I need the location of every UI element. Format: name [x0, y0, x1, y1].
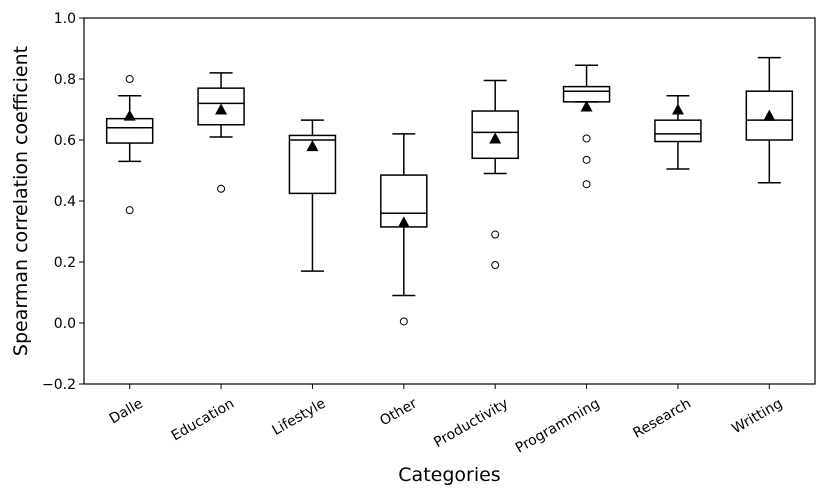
outlier-point — [582, 155, 591, 164]
box-series — [105, 56, 794, 326]
mean-marker — [215, 103, 228, 115]
x-tick-label: Writting — [729, 396, 785, 438]
mean-marker — [671, 103, 684, 115]
mean-marker — [397, 216, 410, 228]
y-tick-label: 0.4 — [54, 194, 76, 210]
box-iqr — [745, 90, 794, 141]
mean-marker — [123, 109, 136, 121]
y-tick-label: 0.8 — [54, 72, 76, 88]
box-programming — [562, 64, 611, 189]
mean-marker — [763, 109, 776, 121]
outlier-point — [399, 317, 408, 326]
box-iqr — [288, 134, 337, 195]
outlier-point — [217, 184, 226, 193]
y-tick-label: −0.2 — [42, 377, 76, 393]
box-iqr — [471, 110, 519, 160]
outlier-point — [582, 134, 591, 143]
box-other — [380, 133, 428, 326]
x-tick-label: Research — [630, 396, 694, 442]
x-tick-label: Lifestyle — [270, 396, 329, 439]
x-tick-label: Other — [377, 395, 420, 429]
y-tick-label: 1.0 — [54, 11, 76, 27]
mean-marker — [489, 132, 502, 144]
box-iqr — [654, 119, 702, 143]
y-tick-label: 0.6 — [54, 133, 76, 149]
outlier-point — [582, 180, 591, 189]
x-axis-label: Categories — [398, 464, 500, 486]
outlier-point — [491, 230, 500, 239]
outlier-point — [125, 206, 134, 215]
box-lifestyle — [288, 119, 337, 272]
mean-marker — [306, 140, 319, 152]
box-iqr — [197, 87, 245, 126]
box-iqr — [105, 117, 154, 144]
box-productivity — [471, 79, 519, 270]
x-axis: Dalle Education Lifestyle Other Productivity… — [107, 384, 785, 457]
outlier-point — [125, 75, 134, 83]
x-tick-label: Dalle — [107, 396, 146, 428]
box-writting — [745, 56, 794, 184]
y-axis: −0.2 0.0 0.2 0.4 0.6 0.8 1.0 — [42, 11, 84, 393]
outlier-point — [491, 261, 500, 270]
box-research — [654, 95, 702, 170]
box-iqr — [562, 85, 611, 103]
y-tick-label: 0.2 — [54, 255, 76, 271]
box-dalle — [105, 75, 154, 215]
mean-marker — [580, 100, 593, 112]
x-tick-label: Programming — [513, 396, 603, 457]
y-axis-label: Spearman correlation coefficient — [10, 46, 32, 356]
box-education — [197, 72, 245, 193]
x-tick-label: Education — [169, 396, 237, 445]
x-tick-label: Productivity — [431, 396, 511, 451]
y-tick-label: 0.0 — [54, 316, 76, 332]
plot-area — [83, 17, 816, 385]
